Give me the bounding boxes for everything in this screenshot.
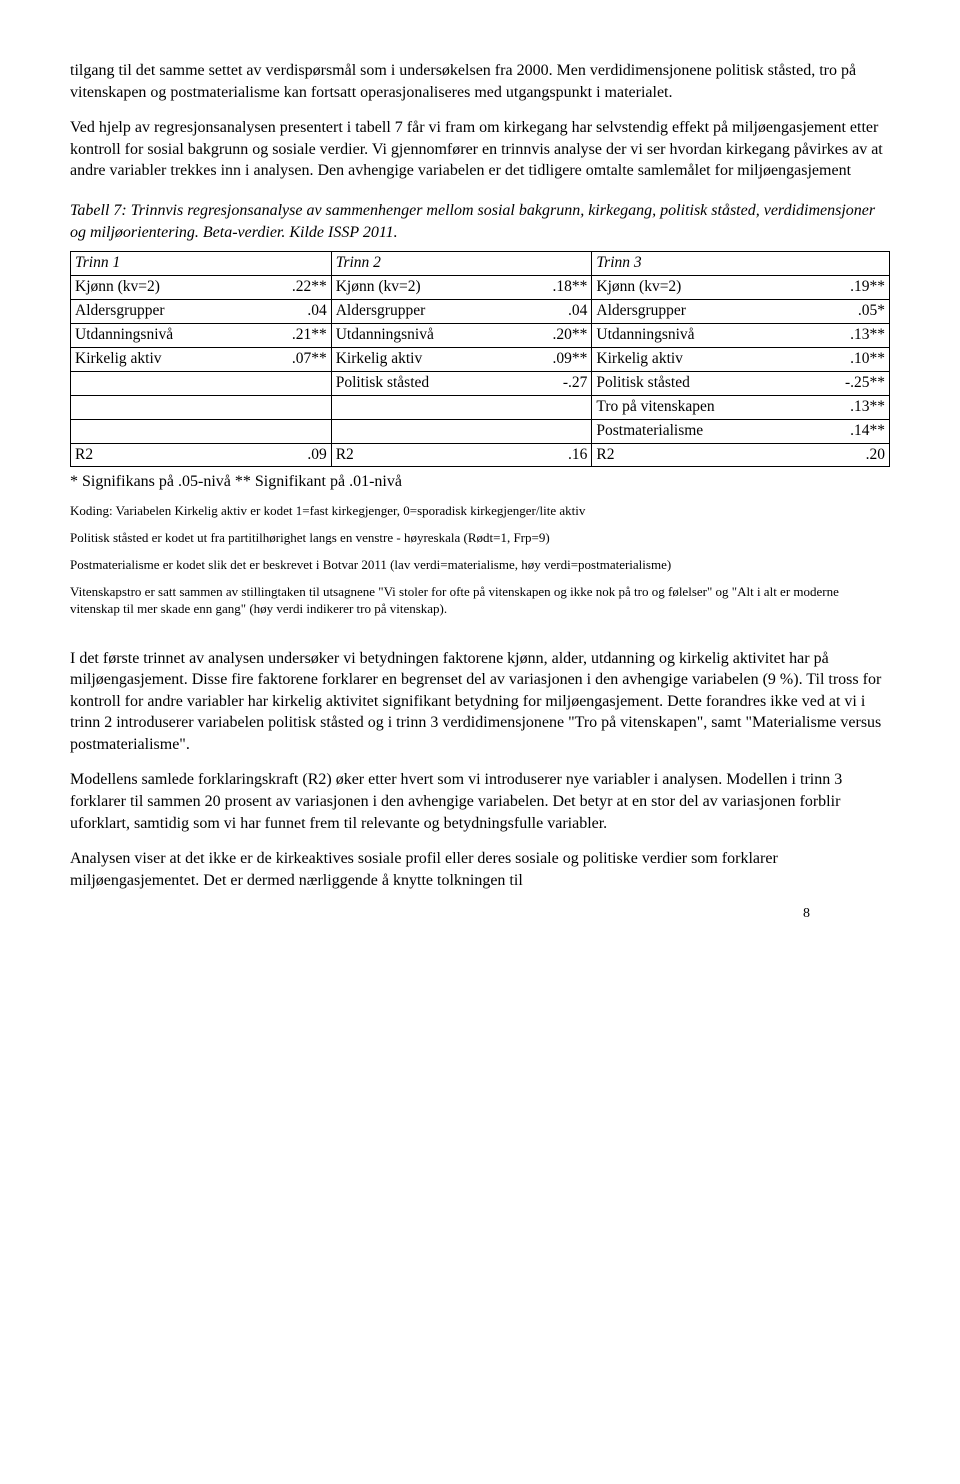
- paragraph-4: Modellens samlede forklaringskraft (R2) …: [70, 769, 890, 834]
- table-cell: Politisk ståsted -.27: [331, 371, 592, 395]
- significance-note: * Signifikans på .05-nivå ** Signifikant…: [70, 471, 890, 493]
- cell-label: Utdanningsnivå: [75, 325, 173, 346]
- table-caption: Tabell 7: Trinnvis regresjonsanalyse av …: [70, 200, 890, 243]
- cell-label: Aldersgrupper: [596, 301, 686, 322]
- table-cell: Utdanningsnivå .21**: [71, 323, 332, 347]
- table-cell: Kirkelig aktiv .09**: [331, 347, 592, 371]
- cell-label: Kjønn (kv=2): [596, 277, 681, 298]
- cell-label: Tro på vitenskapen: [596, 397, 714, 418]
- cell-label: Politisk ståsted: [336, 373, 429, 394]
- table-cell: Utdanningsnivå .13**: [592, 323, 890, 347]
- cell-value: .18**: [553, 277, 588, 298]
- table-cell: [71, 371, 332, 395]
- cell-value: .20**: [553, 325, 588, 346]
- table-header-row: Trinn 1 Trinn 2 Trinn 3: [71, 252, 890, 276]
- table-row: Aldersgrupper.04Aldersgrupper.04Aldersgr…: [71, 300, 890, 324]
- page-number: 8: [803, 905, 810, 924]
- coding-note-2: Politisk ståsted er kodet ut fra partiti…: [70, 530, 890, 547]
- cell-value: .09: [307, 445, 326, 466]
- paragraph-5: Analysen viser at det ikke er de kirkeak…: [70, 848, 890, 891]
- cell-value: .07**: [292, 349, 327, 370]
- cell-value: .21**: [292, 325, 327, 346]
- cell-label: Aldersgrupper: [336, 301, 426, 322]
- cell-label: R2: [75, 445, 93, 466]
- table-cell: R2 .09: [71, 443, 332, 467]
- table-row: Utdanningsnivå.21**Utdanningsnivå.20**Ut…: [71, 323, 890, 347]
- cell-label: Kjønn (kv=2): [75, 277, 160, 298]
- col-header-3: Trinn 3: [592, 252, 890, 276]
- col-header-1: Trinn 1: [71, 252, 332, 276]
- cell-value: .04: [568, 301, 587, 322]
- cell-label: Politisk ståsted: [596, 373, 689, 394]
- table-cell: R2 .16: [331, 443, 592, 467]
- cell-label: Utdanningsnivå: [336, 325, 434, 346]
- cell-value: .05*: [858, 301, 885, 322]
- cell-label: Utdanningsnivå: [596, 325, 694, 346]
- table-cell: R2 .20: [592, 443, 890, 467]
- coding-note-4: Vitenskapstro er satt sammen av stilling…: [70, 584, 890, 618]
- table-cell: Kirkelig aktiv .07**: [71, 347, 332, 371]
- table-row: Kirkelig aktiv.07**Kirkelig aktiv.09**Ki…: [71, 347, 890, 371]
- cell-label: R2: [336, 445, 354, 466]
- cell-value: .14**: [850, 421, 885, 442]
- paragraph-3: I det første trinnet av analysen undersø…: [70, 648, 890, 756]
- table-cell: Politisk ståsted -.25**: [592, 371, 890, 395]
- table-cell: Tro på vitenskapen .13**: [592, 395, 890, 419]
- table-cell: Kjønn (kv=2) .22**: [71, 276, 332, 300]
- cell-label: Aldersgrupper: [75, 301, 165, 322]
- cell-value: -.25**: [845, 373, 885, 394]
- table-row: Tro på vitenskapen .13**: [71, 395, 890, 419]
- table-cell: [71, 395, 332, 419]
- cell-value: .04: [307, 301, 326, 322]
- table-row: Kjønn (kv=2).22**Kjønn (kv=2).18**Kjønn …: [71, 276, 890, 300]
- table-cell: [331, 419, 592, 443]
- table-cell: Postmaterialisme .14**: [592, 419, 890, 443]
- table-row: Politisk ståsted -.27 Politisk ståsted -.25…: [71, 371, 890, 395]
- cell-value: .16: [568, 445, 587, 466]
- table-row: R2 .09 R2 .16 R2 .20: [71, 443, 890, 467]
- table-cell: Kjønn (kv=2) .18**: [331, 276, 592, 300]
- table-cell: Utdanningsnivå .20**: [331, 323, 592, 347]
- cell-value: .10**: [850, 349, 885, 370]
- cell-label: Kirkelig aktiv: [336, 349, 423, 370]
- table-cell: Aldersgrupper .04: [331, 300, 592, 324]
- table-cell: Kirkelig aktiv .10**: [592, 347, 890, 371]
- cell-value: .13**: [850, 397, 885, 418]
- table-cell: Kjønn (kv=2) .19**: [592, 276, 890, 300]
- cell-value: .22**: [292, 277, 327, 298]
- col-header-2: Trinn 2: [331, 252, 592, 276]
- cell-value: .13**: [850, 325, 885, 346]
- cell-value: .19**: [850, 277, 885, 298]
- paragraph-1: tilgang til det samme settet av verdispø…: [70, 60, 890, 103]
- cell-label: Kjønn (kv=2): [336, 277, 421, 298]
- table-row: Postmaterialisme .14**: [71, 419, 890, 443]
- cell-label: Postmaterialisme: [596, 421, 703, 442]
- paragraph-2: Ved hjelp av regresjonsanalysen presente…: [70, 117, 890, 182]
- cell-label: Kirkelig aktiv: [75, 349, 162, 370]
- regression-table: Trinn 1 Trinn 2 Trinn 3 Kjønn (kv=2) .22*…: [70, 251, 890, 467]
- cell-value: .09**: [553, 349, 588, 370]
- coding-note-3: Postmaterialisme er kodet slik det er be…: [70, 557, 890, 574]
- cell-value: -.27: [563, 373, 588, 394]
- table-cell: Aldersgrupper .05*: [592, 300, 890, 324]
- coding-note-1: Koding: Variabelen Kirkelig aktiv er kod…: [70, 503, 890, 520]
- table-cell: [331, 395, 592, 419]
- cell-value: .20: [866, 445, 885, 466]
- table-cell: Aldersgrupper .04: [71, 300, 332, 324]
- table-cell: [71, 419, 332, 443]
- cell-label: R2: [596, 445, 614, 466]
- cell-label: Kirkelig aktiv: [596, 349, 683, 370]
